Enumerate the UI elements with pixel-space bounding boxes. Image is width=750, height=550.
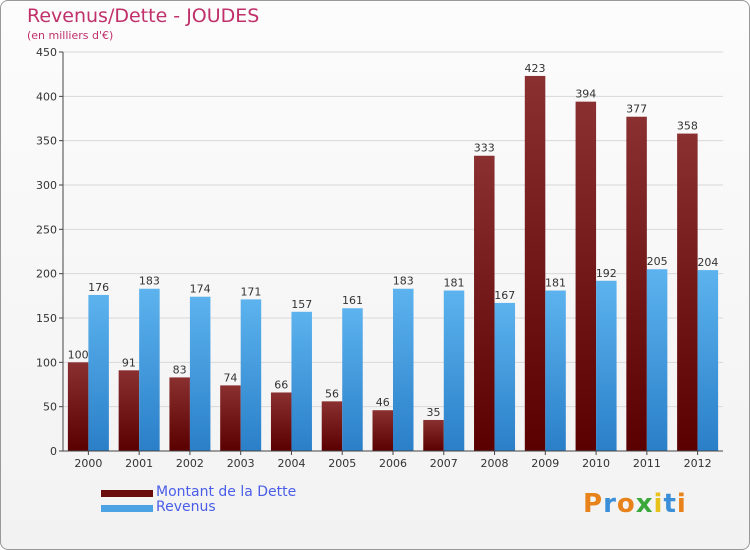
y-tick-label: 200 [36,268,57,281]
logo-letter: i [676,489,687,519]
logo-letter: x [635,489,654,519]
bar-debt [220,385,241,451]
bar-revenus [443,290,465,451]
bar-debt [626,116,647,451]
bar-revenus [189,296,211,451]
x-tick-label: 2009 [531,457,559,470]
data-label: 46 [376,396,390,409]
data-label: 205 [647,255,668,268]
x-tick-label: 2003 [227,457,255,470]
chart-subtitle: (en milliers d'€) [27,29,114,42]
y-tick-label: 450 [36,46,57,59]
data-label: 83 [173,363,187,376]
bar-revenus [697,270,719,451]
bar-debt [118,370,140,451]
bar-revenus [646,269,668,451]
data-label: 74 [223,371,237,384]
bar-revenus [596,280,617,451]
x-tick-label: 2000 [74,457,102,470]
bar-debt [270,392,292,451]
x-tick-label: 2004 [277,457,305,470]
data-label: 377 [626,103,647,116]
legend-label-revenus: Revenus [156,499,216,515]
bar-debt [169,377,190,451]
data-label: 192 [596,267,617,280]
chart-title: Revenus/Dette - JOUDES [27,5,260,27]
legend-label-debt: Montant de la Dette [156,484,297,500]
data-label: 358 [677,120,698,133]
proxiti-logo: Proxiti [583,489,687,519]
data-label: 56 [325,387,339,400]
x-tick-label: 2006 [379,457,407,470]
logo-letter: o [616,489,636,519]
y-tick-label: 0 [50,445,57,458]
x-tick-label: 2002 [176,457,204,470]
bar-debt [423,419,444,451]
data-label: 66 [274,378,288,391]
legend-swatch-debt [101,490,153,497]
data-label: 157 [291,298,312,311]
bar-revenus [494,302,516,451]
data-label: 100 [68,348,89,361]
data-label: 204 [697,256,718,269]
y-tick-label: 400 [36,90,57,103]
bar-revenus [139,288,160,451]
data-label: 423 [525,62,546,75]
data-label: 91 [122,356,136,369]
x-tick-label: 2011 [633,457,661,470]
logo-letter: r [603,489,617,519]
bar-revenus [240,299,262,451]
bar-debt [321,401,343,451]
data-label: 176 [88,281,109,294]
x-tick-label: 2007 [430,457,458,470]
data-label: 181 [444,277,465,290]
data-label: 333 [474,142,495,155]
legend-swatch-revenus [101,505,153,512]
data-label: 167 [494,289,515,302]
data-label: 161 [342,294,363,307]
bar-debt [575,101,597,452]
y-tick-label: 50 [43,401,57,414]
y-tick-label: 300 [36,179,57,192]
y-tick-label: 150 [36,312,57,325]
bar-debt [474,155,495,452]
x-tick-label: 2005 [328,457,356,470]
x-tick-label: 2010 [582,457,610,470]
bar-debt [372,410,393,451]
y-tick-label: 350 [36,135,57,148]
bar-revenus [291,311,312,451]
bar-revenus [342,308,363,451]
bar-debt [524,75,546,451]
data-label: 183 [139,275,160,288]
data-label: 171 [240,285,261,298]
data-label: 183 [393,275,414,288]
x-tick-label: 2001 [125,457,153,470]
bar-revenus [88,294,109,451]
logo-letter: t [663,489,677,519]
data-label: 394 [575,88,596,101]
data-label: 174 [190,283,211,296]
bar-debt [677,133,698,451]
y-tick-label: 100 [36,356,57,369]
data-label: 181 [545,277,566,290]
bar-revenus [545,290,566,451]
bar-debt [67,362,89,451]
x-tick-label: 2008 [481,457,509,470]
y-tick-label: 250 [36,223,57,236]
logo-letter: i [653,489,664,519]
x-tick-label: 2012 [684,457,712,470]
logo-letter: P [583,489,604,519]
bar-revenus [393,288,414,451]
data-label: 35 [427,406,441,419]
